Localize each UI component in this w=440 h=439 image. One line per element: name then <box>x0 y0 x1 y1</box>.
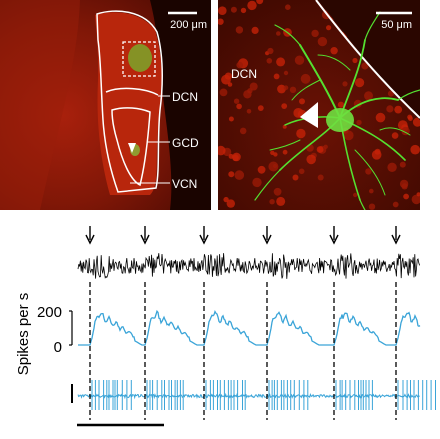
stimulus-markers <box>85 226 401 420</box>
brain-section-micrograph: DCN GCD VCN 200 μm <box>0 0 211 210</box>
down-arrow-icon <box>140 226 150 245</box>
rate-tick-200: 200 <box>37 304 62 321</box>
down-arrow-icon <box>85 226 95 245</box>
down-arrow-icon <box>391 226 401 245</box>
down-arrow-icon <box>329 226 339 245</box>
rate-tick-0: 0 <box>54 339 62 356</box>
region-label-dcn: DCN <box>172 90 198 104</box>
recording-traces: 200 0 Spikes per s <box>15 226 436 427</box>
region-label-vcn: VCN <box>172 177 197 191</box>
firing-rate-trace <box>78 309 421 346</box>
raw-voltage-trace <box>77 253 420 279</box>
down-arrow-icon <box>262 226 272 245</box>
rate-axis-label: Spikes per s <box>15 293 32 376</box>
scale-label-right: 50 μm <box>381 19 412 31</box>
down-arrow-icon <box>199 226 209 245</box>
scale-label-left: 200 μm <box>170 19 207 31</box>
arrowhead-icon <box>128 143 136 153</box>
boundary-outline <box>315 0 420 119</box>
spike-train-trace <box>77 380 436 410</box>
region-label-dcn-right: DCN <box>231 67 257 81</box>
neuron-micrograph: DCN 50 μm <box>218 0 420 210</box>
arrowhead-icon <box>300 102 318 128</box>
region-label-gcd: GCD <box>172 136 199 150</box>
